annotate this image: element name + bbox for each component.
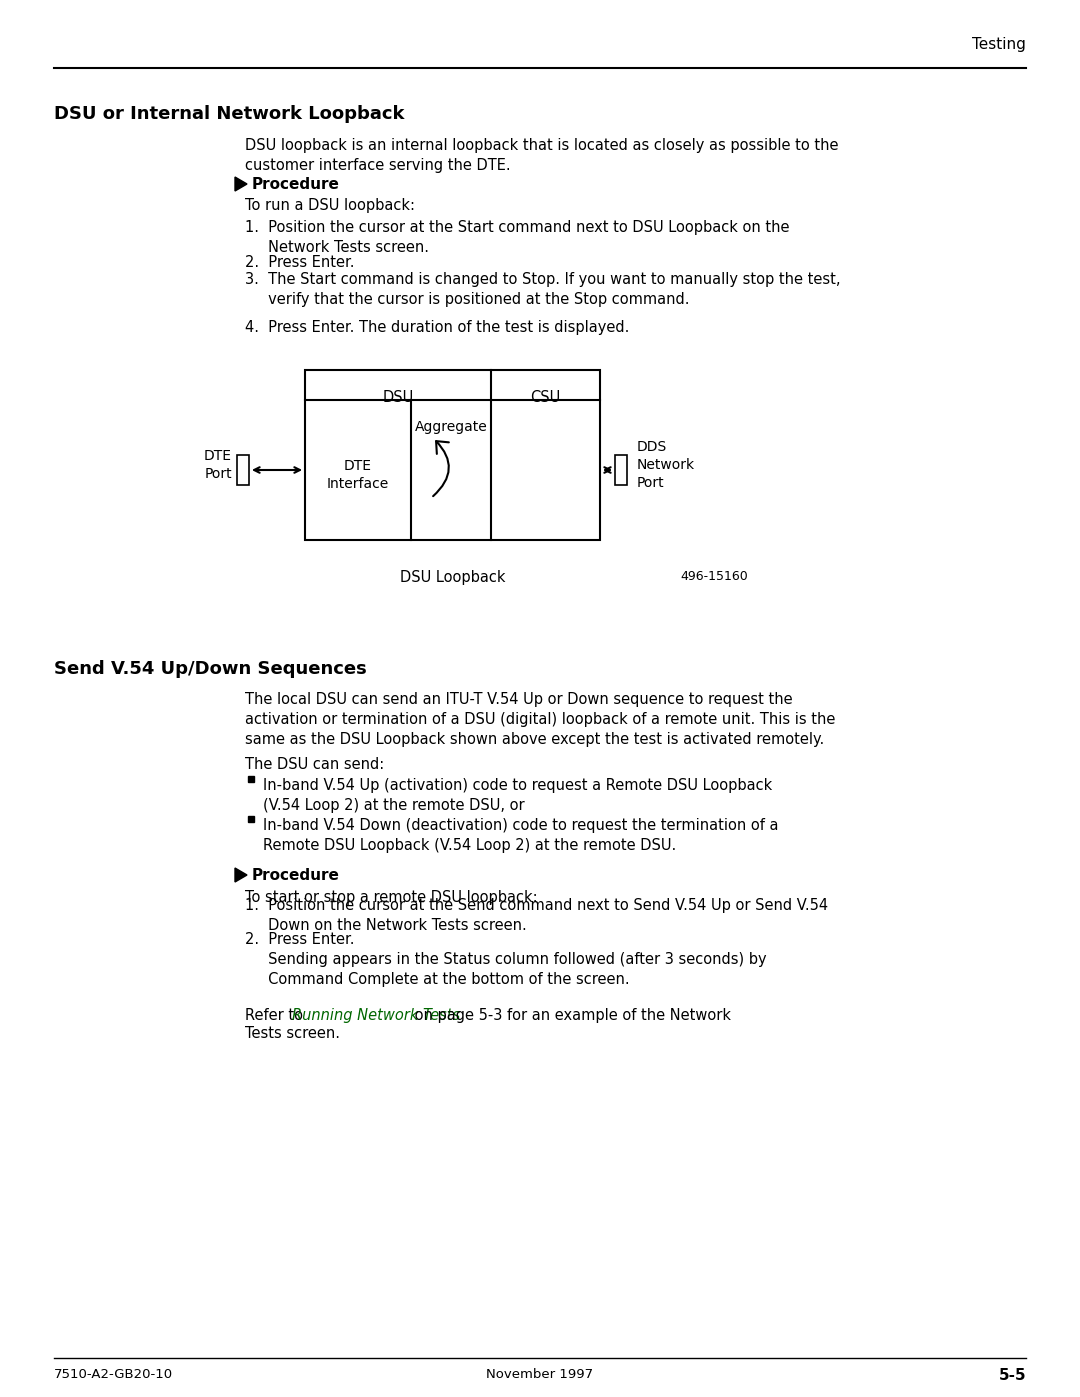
Text: 4.  Press Enter. The duration of the test is displayed.: 4. Press Enter. The duration of the test… <box>245 320 630 335</box>
Text: on page 5-3 for an example of the Network: on page 5-3 for an example of the Networ… <box>410 1009 731 1023</box>
Text: DDS
Network
Port: DDS Network Port <box>637 440 696 490</box>
Text: Procedure: Procedure <box>252 868 340 883</box>
Text: The DSU can send:: The DSU can send: <box>245 757 384 773</box>
Text: 3.  The Start command is changed to Stop. If you want to manually stop the test,: 3. The Start command is changed to Stop.… <box>245 272 840 307</box>
Text: Running Network Tests: Running Network Tests <box>292 1009 460 1023</box>
Text: 496-15160: 496-15160 <box>680 570 747 583</box>
Bar <box>305 370 600 541</box>
Text: Refer to: Refer to <box>245 1009 308 1023</box>
Text: Send V.54 Up/Down Sequences: Send V.54 Up/Down Sequences <box>54 659 367 678</box>
FancyArrowPatch shape <box>433 441 449 496</box>
Text: 1.  Position the cursor at the Start command next to DSU Loopback on the
     Ne: 1. Position the cursor at the Start comm… <box>245 219 789 254</box>
Text: CSU: CSU <box>530 390 561 405</box>
Text: To run a DSU loopback:: To run a DSU loopback: <box>245 198 415 212</box>
Polygon shape <box>235 868 247 882</box>
Text: DSU or Internal Network Loopback: DSU or Internal Network Loopback <box>54 105 405 123</box>
Text: Testing: Testing <box>972 36 1026 52</box>
Bar <box>248 775 254 782</box>
Text: In-band V.54 Up (activation) code to request a Remote DSU Loopback
(V.54 Loop 2): In-band V.54 Up (activation) code to req… <box>264 778 772 813</box>
Text: DTE
Interface: DTE Interface <box>327 458 389 492</box>
Bar <box>615 455 627 485</box>
Text: 1.  Position the cursor at the Send command next to Send V.54 Up or Send V.54
  : 1. Position the cursor at the Send comma… <box>245 898 828 933</box>
Polygon shape <box>235 177 247 191</box>
Text: Aggregate: Aggregate <box>415 420 487 434</box>
Text: The local DSU can send an ITU-T V.54 Up or Down sequence to request the
activati: The local DSU can send an ITU-T V.54 Up … <box>245 692 835 746</box>
Text: 2.  Press Enter.: 2. Press Enter. <box>245 256 354 270</box>
Text: In-band V.54 Down (deactivation) code to request the termination of a
Remote DSU: In-band V.54 Down (deactivation) code to… <box>264 819 779 852</box>
Text: November 1997: November 1997 <box>486 1368 594 1382</box>
Bar <box>237 455 249 485</box>
Text: 7510-A2-GB20-10: 7510-A2-GB20-10 <box>54 1368 173 1382</box>
Text: 5-5: 5-5 <box>998 1368 1026 1383</box>
Text: DSU: DSU <box>382 390 414 405</box>
Text: DSU loopback is an internal loopback that is located as closely as possible to t: DSU loopback is an internal loopback tha… <box>245 138 838 173</box>
Text: DTE
Port: DTE Port <box>204 448 232 481</box>
Text: Procedure: Procedure <box>252 177 340 191</box>
Text: To start or stop a remote DSU loopback:: To start or stop a remote DSU loopback: <box>245 890 538 905</box>
Bar <box>248 816 254 821</box>
Text: Tests screen.: Tests screen. <box>245 1025 340 1041</box>
Text: 2.  Press Enter.
     Sending appears in the Status column followed (after 3 sec: 2. Press Enter. Sending appears in the S… <box>245 932 767 986</box>
Text: DSU Loopback: DSU Loopback <box>400 570 505 585</box>
